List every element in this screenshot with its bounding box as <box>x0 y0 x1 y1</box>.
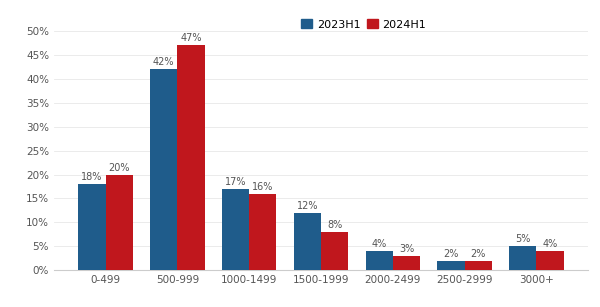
Bar <box>106 174 133 270</box>
Bar <box>393 256 420 270</box>
Text: 2%: 2% <box>443 249 458 259</box>
Text: 47%: 47% <box>180 33 202 44</box>
Text: 4%: 4% <box>371 239 387 249</box>
Bar <box>178 45 205 270</box>
Text: 42%: 42% <box>153 57 175 68</box>
Bar <box>365 251 393 270</box>
Bar <box>150 69 178 270</box>
Text: 17%: 17% <box>225 177 246 187</box>
Text: 2%: 2% <box>470 249 486 259</box>
Bar <box>464 261 492 270</box>
Legend: 2023H1, 2024H1: 2023H1, 2024H1 <box>296 15 431 34</box>
Text: 20%: 20% <box>109 163 130 173</box>
Bar <box>509 246 536 270</box>
Text: 5%: 5% <box>515 234 530 244</box>
Bar <box>249 194 277 270</box>
Text: 4%: 4% <box>542 239 558 249</box>
Bar <box>437 261 464 270</box>
Bar <box>536 251 564 270</box>
Text: 16%: 16% <box>252 182 274 192</box>
Text: 18%: 18% <box>81 172 103 182</box>
Bar <box>78 184 106 270</box>
Text: 3%: 3% <box>399 244 414 254</box>
Text: 12%: 12% <box>296 201 318 211</box>
Bar <box>294 213 321 270</box>
Bar <box>321 232 348 270</box>
Bar <box>222 189 249 270</box>
Text: 8%: 8% <box>327 220 342 230</box>
